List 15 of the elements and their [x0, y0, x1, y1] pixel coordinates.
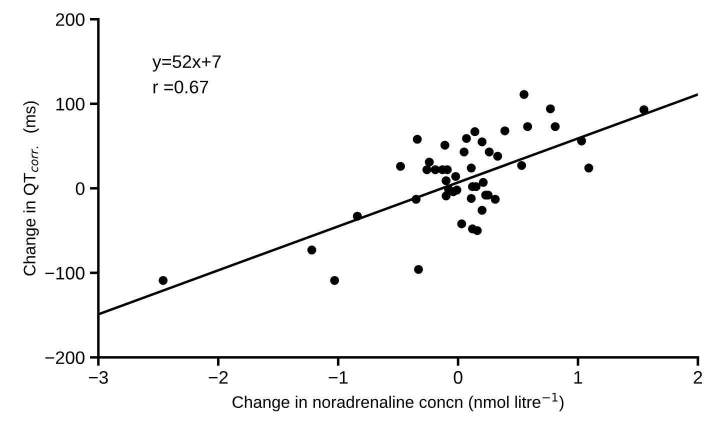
x-tick-label: −2	[208, 371, 228, 384]
x-tick-label: 0	[454, 371, 462, 384]
annotation: r =0.67	[154, 80, 208, 94]
y-tick-label: −200	[45, 351, 84, 364]
y-tick-label: 200	[56, 13, 84, 26]
x-tick-label: 1	[574, 371, 582, 384]
annotation: y=52x+7	[152, 55, 221, 72]
y-tick-label: 100	[56, 98, 84, 111]
x-tick-label: −1	[328, 371, 348, 384]
y-tick-label: −100	[45, 266, 84, 280]
x-axis-title: Change in noradrenaline concn (nmol litre$^{−1}$)	[232, 392, 564, 412]
x-tick-label: −3	[88, 371, 108, 384]
x-tick-label: 2	[694, 371, 702, 384]
text: Change in QT$_{corr.}$ (ms)	[23, 101, 39, 276]
y-tick-label: 0	[76, 182, 84, 196]
